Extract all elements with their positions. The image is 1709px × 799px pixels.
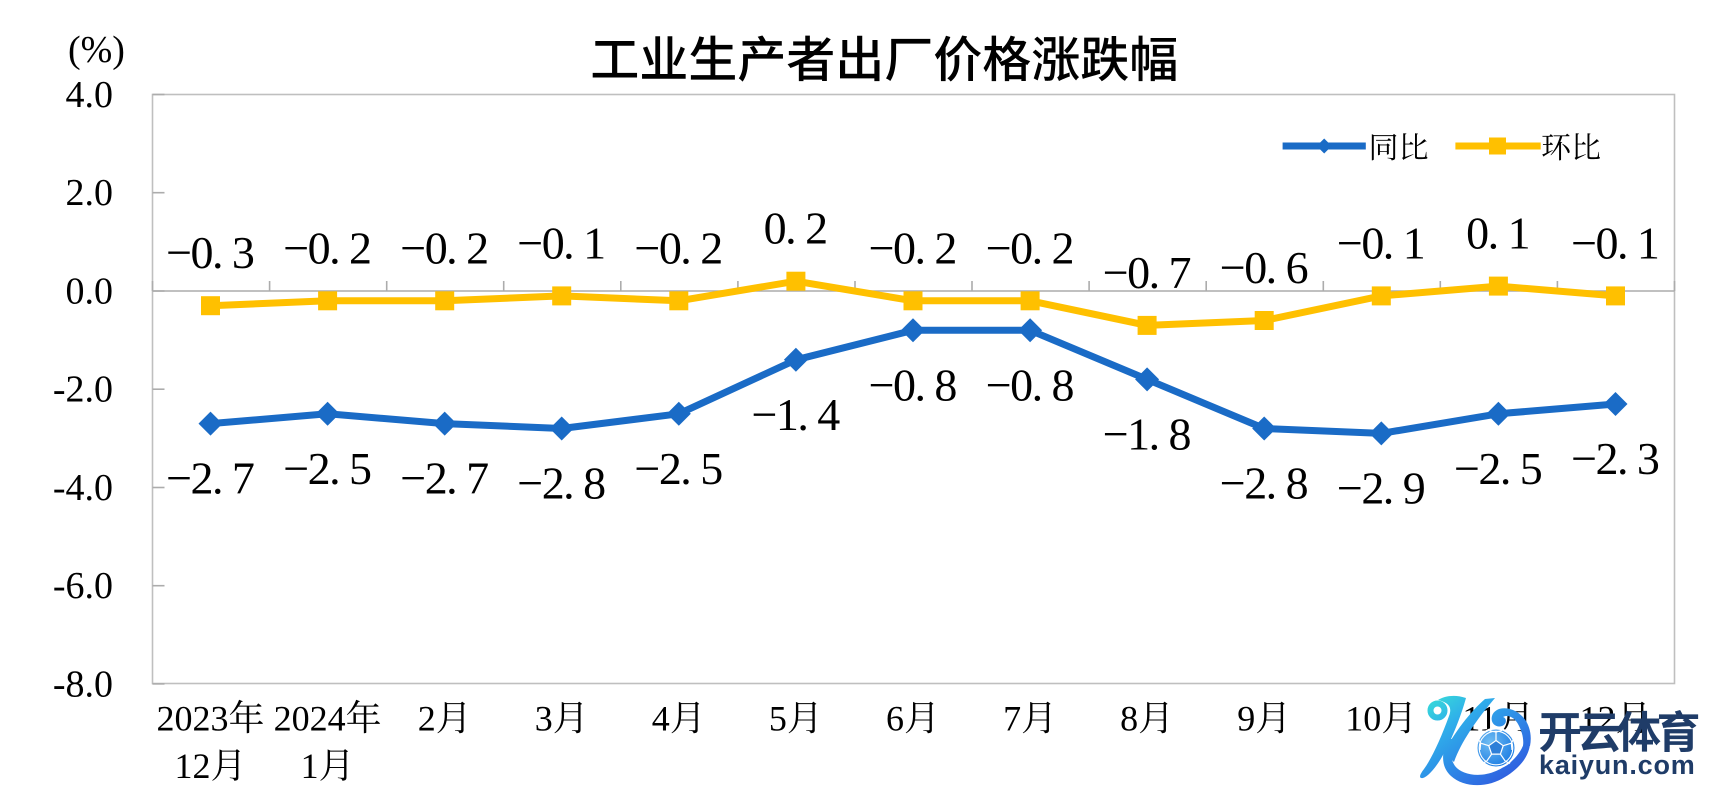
svg-text:4.0: 4.0: [66, 74, 114, 116]
svg-text:−0. 2: −0. 2: [986, 222, 1075, 273]
svg-text:−0. 7: −0. 7: [1103, 247, 1192, 298]
svg-text:−0. 2: −0. 2: [400, 222, 489, 273]
svg-text:−2. 7: −2. 7: [166, 453, 255, 504]
svg-text:−2. 8: −2. 8: [1220, 458, 1309, 509]
svg-text:−2. 8: −2. 8: [517, 458, 606, 509]
svg-text:7: 7: [1003, 699, 1021, 739]
svg-text:kaiyun.com: kaiyun.com: [1539, 750, 1696, 780]
svg-text:−0. 3: −0. 3: [166, 227, 255, 278]
svg-text:3: 3: [535, 699, 553, 739]
svg-text:-6.0: -6.0: [53, 565, 113, 607]
svg-text:−0. 1: −0. 1: [1337, 217, 1426, 268]
svg-text:12: 12: [175, 746, 211, 786]
svg-text:8: 8: [1120, 699, 1138, 739]
svg-text:−0. 1: −0. 1: [517, 217, 606, 268]
svg-text:9: 9: [1237, 699, 1255, 739]
svg-text:2: 2: [418, 699, 436, 739]
svg-text:−0. 6: −0. 6: [1220, 242, 1309, 293]
svg-text:10: 10: [1345, 699, 1381, 739]
svg-text:−0. 2: −0. 2: [634, 222, 723, 273]
svg-text:0. 2: 0. 2: [764, 203, 829, 254]
svg-text:-2.0: -2.0: [53, 369, 113, 411]
svg-text:−0. 1: −0. 1: [1571, 217, 1660, 268]
svg-text:2023: 2023: [157, 699, 229, 739]
svg-text:1: 1: [301, 746, 319, 786]
svg-text:2024: 2024: [274, 699, 346, 739]
svg-text:−0. 2: −0. 2: [283, 222, 372, 273]
svg-text:−2. 5: −2. 5: [634, 443, 723, 494]
svg-text:4: 4: [652, 699, 670, 739]
svg-text:−0. 2: −0. 2: [869, 222, 958, 273]
svg-text:−2. 3: −2. 3: [1571, 433, 1660, 484]
svg-text:-8.0: -8.0: [53, 663, 113, 705]
svg-text:−0. 8: −0. 8: [986, 359, 1075, 410]
svg-text:(%): (%): [68, 29, 125, 71]
svg-text:−1. 8: −1. 8: [1103, 408, 1192, 459]
svg-text:−2. 7: −2. 7: [400, 453, 489, 504]
svg-text:5: 5: [769, 699, 787, 739]
svg-text:−0. 8: −0. 8: [869, 359, 958, 410]
svg-text:−2. 5: −2. 5: [283, 443, 372, 494]
svg-text:2.0: 2.0: [66, 172, 114, 214]
svg-text:−1. 4: −1. 4: [752, 389, 841, 440]
svg-text:0. 1: 0. 1: [1466, 208, 1531, 259]
svg-text:6: 6: [886, 699, 904, 739]
svg-text:−2. 9: −2. 9: [1337, 462, 1426, 513]
svg-text:-4.0: -4.0: [53, 467, 113, 509]
svg-text:−2. 5: −2. 5: [1454, 443, 1543, 494]
svg-text:0.0: 0.0: [66, 271, 114, 313]
